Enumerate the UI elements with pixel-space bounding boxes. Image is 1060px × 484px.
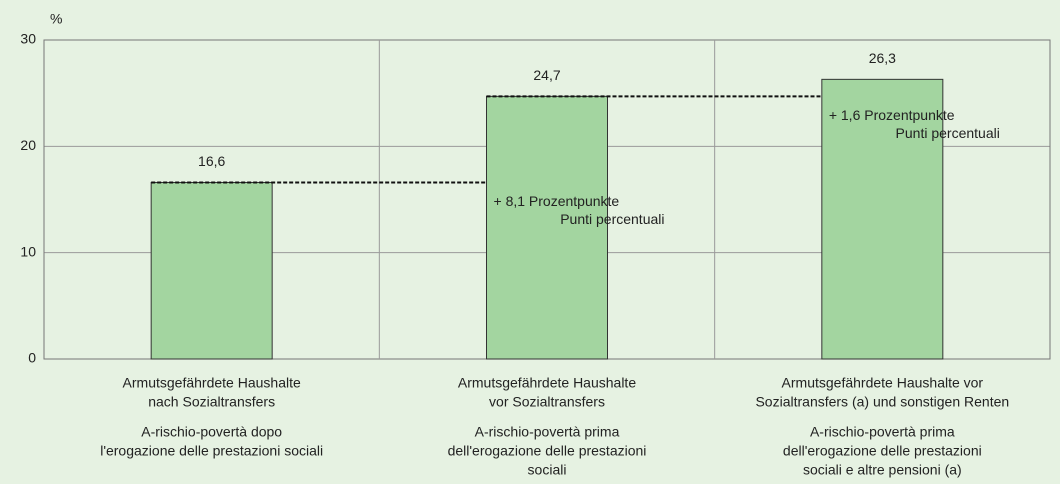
y-tick-label: 30 — [20, 31, 36, 47]
category-label-it: A-rischio-povertà prima — [475, 424, 620, 440]
category-label-it: sociali — [528, 462, 567, 478]
category-label-it: A-rischio-povertà prima — [810, 424, 955, 440]
category-label: vor Sozialtransfers — [489, 394, 605, 410]
y-tick-label: 10 — [20, 243, 36, 259]
annotation: + 8,1 Prozentpunkte — [494, 193, 620, 209]
category-label: nach Sozialtransfers — [148, 394, 275, 410]
category-label: Armutsgefährdete Haushalte — [123, 375, 301, 391]
category-label-it: dell'erogazione delle prestazioni — [448, 443, 647, 459]
category-label-it: dell'erogazione delle prestazioni — [783, 443, 982, 459]
bar — [486, 95, 608, 360]
y-unit: % — [50, 11, 62, 27]
category-label-it: A-rischio-povertà dopo — [141, 424, 282, 440]
category-label: Armutsgefährdete Haushalte — [458, 375, 636, 391]
value-label: 26,3 — [869, 50, 896, 66]
category-label: Sozialtransfers (a) und sonstigen Renten — [755, 394, 1009, 410]
bar — [821, 78, 944, 360]
y-tick-label: 0 — [28, 350, 36, 366]
category-label-it: sociali e altre pensioni (a) — [803, 462, 962, 478]
bar — [150, 181, 273, 360]
value-label: 24,7 — [533, 67, 560, 83]
category-label-it: l'erogazione delle prestazioni sociali — [100, 443, 323, 459]
category-label: Armutsgefährdete Haushalte vor — [782, 375, 984, 391]
value-label: 16,6 — [198, 153, 225, 169]
annotation: Punti percentuali — [560, 211, 664, 227]
annotation: + 1,6 Prozentpunkte — [829, 107, 955, 123]
annotation: Punti percentuali — [896, 125, 1000, 141]
y-tick-label: 20 — [20, 137, 36, 153]
